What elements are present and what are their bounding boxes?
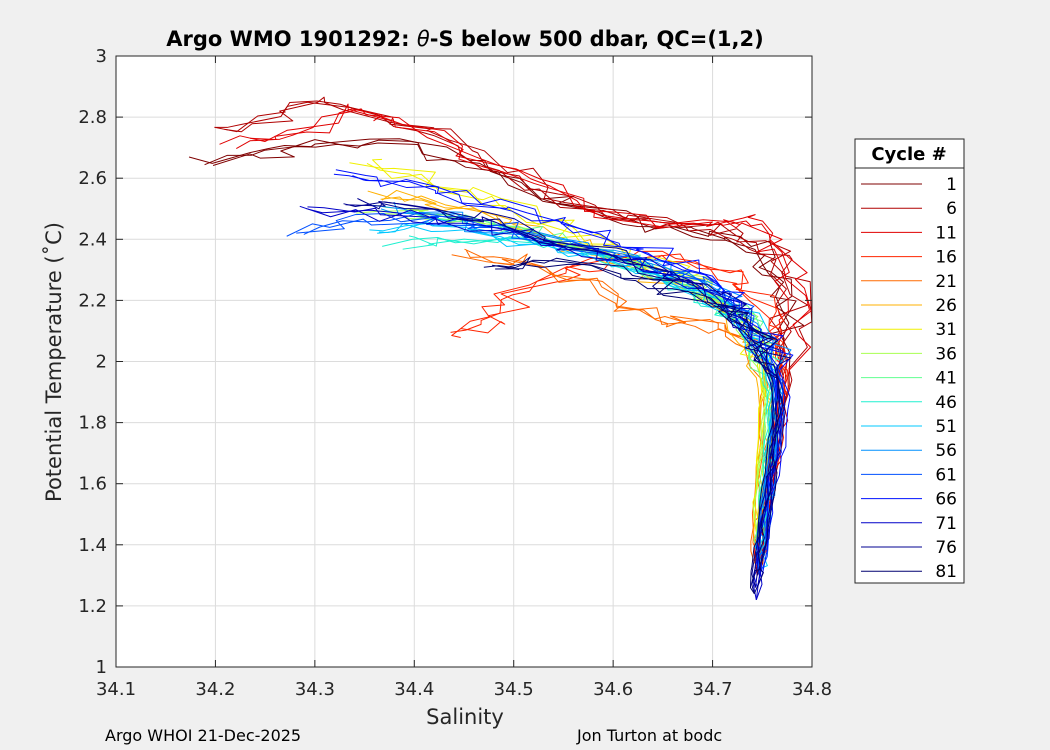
y-tick-label: 2 <box>96 352 107 373</box>
footer-left: Argo WHOI 21-Dec-2025 <box>105 726 301 745</box>
trace-cycle-76 <box>357 198 775 588</box>
trace-cycle-76 <box>343 201 781 588</box>
y-tick-label: 1.2 <box>78 596 107 617</box>
legend-label-61: 61 <box>935 465 957 485</box>
legend-label-1: 1 <box>946 175 957 195</box>
legend-label-26: 26 <box>935 296 957 316</box>
y-tick-label: 2.6 <box>78 168 107 189</box>
x-tick-label: 34.3 <box>295 679 335 700</box>
footer-right: Jon Turton at bodc <box>576 726 722 745</box>
x-axis-label: Salinity <box>426 705 504 729</box>
y-tick-label: 1 <box>96 657 107 678</box>
legend-label-76: 76 <box>935 538 957 558</box>
x-tick-label: 34.4 <box>394 679 434 700</box>
traces <box>188 96 813 600</box>
legend-label-71: 71 <box>935 514 957 534</box>
legend-box <box>854 138 965 584</box>
trace-cycle-71 <box>299 205 784 600</box>
trace-cycle-41 <box>412 211 773 552</box>
y-tick-label: 1.6 <box>78 474 107 495</box>
theta-symbol: θ <box>417 27 430 51</box>
trace-cycle-76 <box>345 201 792 588</box>
trace-cycle-61 <box>303 212 779 576</box>
legend-label-66: 66 <box>935 490 957 510</box>
trace-cycle-81 <box>492 257 780 594</box>
chart-title: Argo WMO 1901292: θ-S below 500 dbar, QC… <box>166 27 763 51</box>
trace-cycle-11 <box>250 108 812 558</box>
legend-label-11: 11 <box>935 223 957 243</box>
trace-cycle-81 <box>495 256 784 594</box>
legend-label-46: 46 <box>935 393 957 413</box>
legend-label-41: 41 <box>935 369 957 389</box>
y-tick-label: 1.4 <box>78 535 107 556</box>
x-tick-label: 34.2 <box>195 679 235 700</box>
grid <box>116 56 812 667</box>
legend-label-31: 31 <box>935 320 957 340</box>
x-tick-label: 34.1 <box>96 679 136 700</box>
legend-label-6: 6 <box>946 199 957 219</box>
y-tick-label: 1.8 <box>78 413 107 434</box>
x-tick-label: 34.8 <box>792 679 832 700</box>
y-axis-label: Potential Temperature (˚C) <box>42 222 66 502</box>
legend-label-16: 16 <box>935 248 957 268</box>
x-tick-label: 34.5 <box>494 679 534 700</box>
legend-label-81: 81 <box>935 562 957 582</box>
ticks: 34.1 34.2 34.3 34.4 34.5 34.6 34.7 34.8 1 1.2 1.4 1… <box>78 46 832 700</box>
legend-label-51: 51 <box>935 417 957 437</box>
y-tick-label: 3 <box>96 46 107 67</box>
y-tick-label: 2.8 <box>78 107 107 128</box>
legend-title: Cycle # <box>871 144 946 165</box>
legend-label-21: 21 <box>935 272 957 292</box>
x-tick-label: 34.6 <box>593 679 633 700</box>
legend-label-36: 36 <box>935 344 957 364</box>
y-tick-label: 2.2 <box>78 290 107 311</box>
trace-cycle-46 <box>382 236 769 545</box>
legend-label-56: 56 <box>935 441 957 461</box>
trace-cycle-66 <box>352 175 794 588</box>
y-tick-label: 2.4 <box>78 229 107 250</box>
x-tick-label: 34.7 <box>693 679 733 700</box>
